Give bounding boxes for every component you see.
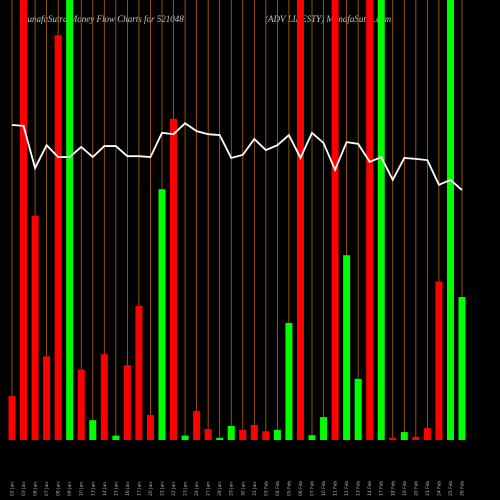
bar: [423, 428, 431, 440]
bar: [89, 420, 97, 440]
bar: [446, 0, 454, 440]
bar: [343, 255, 351, 440]
x-tick-label: 17 Jan: [136, 482, 142, 496]
x-tick-label: 29 Jan: [229, 482, 235, 496]
bar: [54, 35, 62, 440]
x-tick-label: 18 Feb: [390, 481, 396, 496]
bar: [296, 0, 304, 440]
x-tick-label: 14 Feb: [367, 481, 373, 496]
bar: [354, 378, 362, 440]
bar: [123, 365, 131, 440]
x-tick-label: 06 Feb: [298, 481, 304, 496]
bar: [412, 436, 420, 440]
x-tick-label: 07 Feb: [310, 481, 316, 496]
x-tick-label: 28 Jan: [217, 482, 223, 496]
x-tick-label: 07 Jan: [44, 482, 50, 496]
bar: [66, 0, 74, 440]
x-tick-label: 21 Jan: [160, 482, 166, 496]
bar: [239, 429, 247, 440]
x-tick-label: 26 Feb: [460, 481, 466, 496]
x-tick-label: 21 Feb: [425, 481, 431, 496]
x-tick-label: 24 Jan: [194, 482, 200, 496]
x-tick-label: 03 Feb: [263, 481, 269, 496]
x-tick-label: 22 Jan: [171, 482, 177, 496]
x-tick-label: 27 Jan: [206, 482, 212, 496]
x-tick-label: 03 Jan: [21, 482, 27, 496]
x-tick-label: 20 Feb: [413, 481, 419, 496]
bar: [135, 305, 143, 440]
x-tick-label: 23 Jan: [183, 482, 189, 496]
bar: [170, 118, 178, 441]
x-tick-label: 05 Feb: [286, 481, 292, 496]
bar: [400, 432, 408, 440]
bar: [262, 431, 270, 440]
bar: [158, 189, 166, 440]
money-flow-line: [11, 122, 463, 191]
chart-title: MunafaSutra Money Flow Charts for 521048: [19, 14, 184, 24]
bar: [181, 435, 189, 440]
x-tick-label: 30 Jan: [240, 482, 246, 496]
x-tick-label: 25 Feb: [448, 481, 454, 496]
bar: [43, 356, 51, 440]
x-tick-label: 11 Feb: [333, 481, 339, 496]
x-tick-label: 15 Jan: [113, 482, 119, 496]
bar: [331, 0, 339, 440]
x-tick-label: 14 Jan: [102, 482, 108, 496]
x-tick-label: 16 Jan: [125, 482, 131, 496]
bar: [216, 437, 224, 440]
x-tick-label: 10 Jan: [79, 482, 85, 496]
chart-subtitle: (ADV LIFESTY) MunafaSutra.com: [265, 14, 392, 24]
bar: [435, 281, 443, 440]
bar: [366, 0, 374, 440]
x-tick-label: 09 Jan: [67, 482, 73, 496]
bar: [227, 425, 235, 440]
bar: [20, 0, 28, 440]
bar: [377, 0, 385, 440]
bar: [308, 435, 316, 440]
x-tick-label: 02 Jan: [10, 482, 16, 496]
bar: [77, 369, 85, 440]
x-tick-label: 13 Feb: [356, 481, 362, 496]
bar: [285, 322, 293, 440]
x-tick-label: 19 Feb: [402, 481, 408, 496]
x-tick-label: 13 Jan: [90, 482, 96, 496]
bar: [146, 414, 154, 440]
bar: [31, 215, 39, 440]
bar: [273, 429, 281, 440]
x-tick-label: 24 Feb: [436, 481, 442, 496]
x-tick-label: 17 Feb: [379, 481, 385, 496]
bar: [100, 354, 108, 440]
bar: [204, 429, 212, 440]
bar: [193, 410, 201, 440]
x-tick-label: 08 Jan: [56, 482, 62, 496]
x-tick-label: 04 Feb: [275, 481, 281, 496]
bar: [458, 297, 466, 440]
x-tick-label: 31 Jan: [252, 482, 258, 496]
x-tick-label: 10 Feb: [321, 481, 327, 496]
bar: [112, 435, 120, 440]
bar: [389, 437, 397, 440]
x-tick-label: 06 Jan: [33, 482, 39, 496]
bar: [8, 396, 16, 440]
x-tick-label: 12 Feb: [344, 481, 350, 496]
bar: [320, 417, 328, 440]
bar: [250, 425, 258, 440]
x-tick-label: 20 Jan: [148, 482, 154, 496]
